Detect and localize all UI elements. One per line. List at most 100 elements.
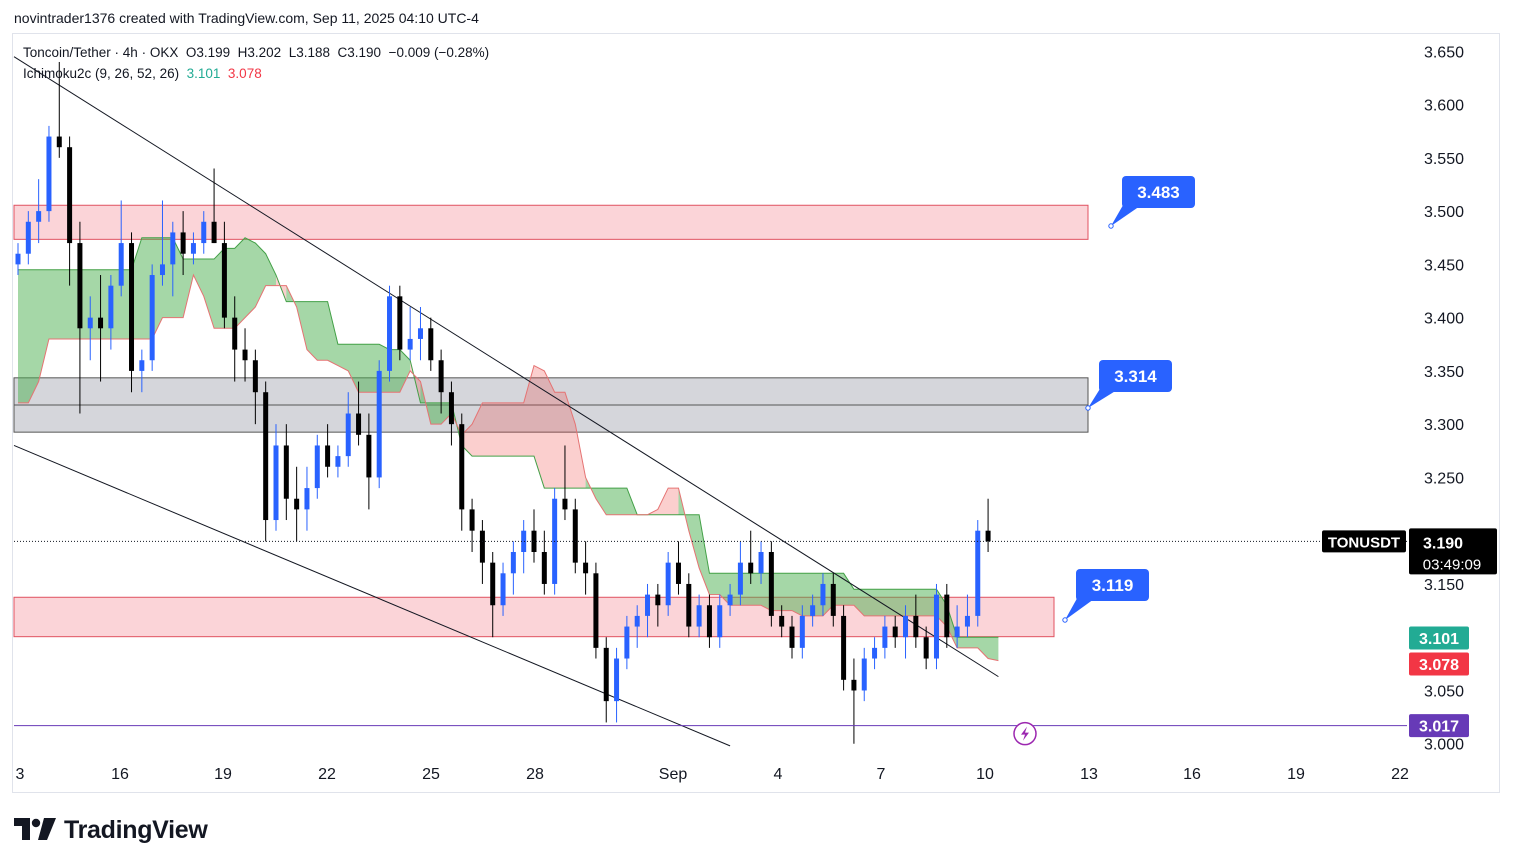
candle-body [758, 551, 764, 574]
price-callout[interactable]: 3.119 [1062, 569, 1149, 623]
candle-body [149, 275, 155, 361]
symbol-label[interactable]: Toncoin/Tether · 4h · OKX [23, 45, 179, 60]
candle-body [665, 562, 671, 606]
high-value: H3.202 [237, 45, 282, 60]
candle [335, 445, 341, 478]
symbol-tag-box [1322, 530, 1406, 553]
upper-trendline[interactable] [13, 56, 999, 678]
cloud-badge: 3.101 [1409, 626, 1469, 650]
lightning-icon[interactable] [1013, 721, 1037, 746]
candle [149, 264, 155, 371]
candle-body [304, 488, 310, 510]
x-tick-label: Sep [659, 766, 688, 783]
lower-trendline[interactable] [13, 445, 731, 747]
candle [541, 530, 547, 595]
candle-body [108, 285, 114, 329]
candle-body [572, 509, 578, 563]
symbol-tag-text: TONUSDT [1328, 534, 1400, 551]
y-tick-label: 3.150 [1424, 577, 1464, 594]
candle [304, 466, 310, 531]
cloud-badge-text: 3.078 [1419, 657, 1459, 674]
candle-body [841, 615, 847, 680]
x-tick-label: 4 [774, 766, 783, 783]
candle [851, 658, 857, 744]
candle-body [469, 509, 475, 531]
candle-body [913, 615, 919, 638]
indicator-name[interactable]: Ichimoku2c (9, 26, 52, 26) [23, 66, 180, 81]
candle [748, 530, 754, 584]
candle [810, 594, 816, 627]
y-tick-label: 3.600 [1424, 98, 1464, 115]
candle-body [521, 530, 527, 552]
indicator-value-2: 3.078 [227, 66, 262, 81]
x-tick-label: 22 [1391, 766, 1409, 783]
candle-body [118, 243, 124, 286]
candle-body [779, 615, 785, 627]
candle [717, 594, 723, 648]
candle-body [77, 243, 83, 329]
legend-symbol-row: Toncoin/Tether · 4h · OKX O3.199 H3.202 … [23, 45, 489, 60]
x-tick-label: 16 [1183, 766, 1201, 783]
candle [892, 615, 898, 648]
candle-body [624, 626, 630, 659]
candle [686, 573, 692, 638]
callout-label: 3.119 [1092, 576, 1134, 595]
candle [799, 605, 805, 659]
candle-body [737, 562, 743, 595]
candle-body [283, 445, 289, 499]
candle [882, 615, 888, 659]
candle [603, 637, 609, 723]
y-tick-label: 3.400 [1424, 311, 1464, 328]
candle [624, 615, 630, 670]
lightning-icon-bolt [1021, 726, 1029, 741]
x-tick-label: 25 [422, 766, 440, 783]
y-tick-label: 3.050 [1424, 683, 1464, 700]
candle [645, 583, 651, 638]
candle [490, 551, 496, 638]
x-tick-label: 19 [214, 766, 232, 783]
x-tick-label: 3 [16, 766, 25, 783]
candle-body [985, 530, 991, 542]
candle [139, 349, 145, 393]
x-tick-label: 10 [976, 766, 994, 783]
low-value: L3.188 [288, 45, 331, 60]
candle-body [872, 647, 878, 659]
time-axis: 3 16 19 22 25 28 Sep 4 7 10 13 16 19 22 [16, 766, 1409, 783]
symbol-tag: TONUSDT [1322, 530, 1406, 553]
tradingview-logo[interactable]: TradingView [14, 816, 208, 845]
candle-body [356, 413, 362, 435]
candle-body [438, 360, 444, 393]
candle [118, 200, 124, 297]
candle-body [923, 637, 929, 659]
candle-body [459, 424, 465, 510]
candle-body [25, 221, 31, 254]
cloud-segment-bull [18, 237, 276, 403]
candle-body [933, 594, 939, 659]
candle [448, 381, 454, 446]
candle [356, 381, 362, 446]
candle-body [56, 136, 62, 148]
candle-body [428, 328, 434, 361]
trendlines-layer [13, 56, 999, 747]
callout-label: 3.314 [1114, 367, 1157, 386]
candle [737, 541, 743, 606]
candle-body [242, 349, 248, 361]
candle [614, 647, 620, 723]
zones-layer [13, 204, 1089, 638]
candle [25, 211, 31, 265]
candle-body [139, 360, 145, 371]
candle [655, 583, 661, 627]
candle [46, 125, 52, 222]
candle [129, 232, 135, 393]
candle [67, 136, 73, 286]
cloud-segment-bull [678, 488, 999, 661]
candle [366, 413, 372, 510]
candle-body [252, 360, 258, 393]
y-tick-label: 3.300 [1424, 417, 1464, 434]
candle [479, 520, 485, 584]
price-callout[interactable]: 3.314 [1085, 360, 1172, 411]
cloud-badge-box [1409, 652, 1469, 676]
price-callout[interactable]: 3.483 [1108, 176, 1195, 229]
candle [768, 541, 774, 627]
